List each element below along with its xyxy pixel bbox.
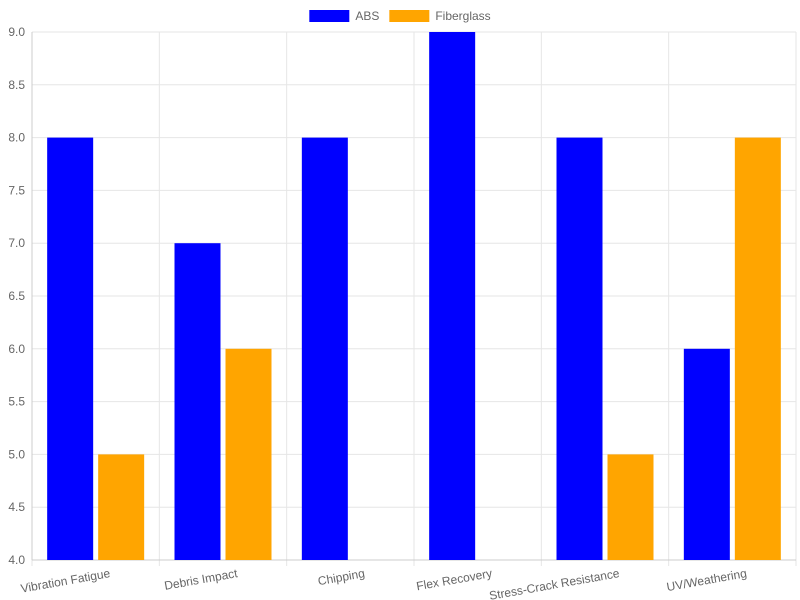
- y-tick-label: 8.5: [8, 78, 25, 92]
- bar-fiberglass-5[interactable]: [734, 137, 781, 560]
- x-tick-label: UV/Weathering: [665, 566, 747, 594]
- bar-fiberglass-1[interactable]: [225, 348, 272, 560]
- x-tick-label: Chipping: [317, 566, 366, 588]
- y-tick-label: 4.5: [8, 500, 25, 514]
- y-tick-label: 7.0: [8, 236, 25, 250]
- y-tick-label: 7.5: [8, 183, 25, 197]
- x-axis: Vibration Fatigue Debris Impact Chipping Fl…: [20, 566, 748, 600]
- legend-label: Fiberglass: [435, 9, 490, 23]
- x-tick-label: Stress-Crack Resistance: [488, 566, 621, 600]
- bar-abs-1[interactable]: [174, 243, 221, 560]
- bar-fiberglass-4[interactable]: [607, 454, 654, 560]
- bar-abs-2[interactable]: [301, 137, 348, 560]
- bar-abs-4[interactable]: [556, 137, 603, 560]
- y-tick-label: 8.0: [8, 131, 25, 145]
- bar-abs-0[interactable]: [47, 137, 94, 560]
- y-tick-label: 6.5: [8, 289, 25, 303]
- bar-abs-3[interactable]: [429, 32, 476, 560]
- y-axis: 4.0 4.5 5.0 5.5 6.0 6.5 7.0 7.5 8.0 8.5 9.0: [8, 25, 796, 567]
- legend-label: ABS: [355, 9, 379, 23]
- x-tick-label: Vibration Fatigue: [20, 566, 112, 596]
- y-tick-label: 5.0: [8, 447, 25, 461]
- y-tick-label: 5.5: [8, 395, 25, 409]
- legend-swatch: [389, 10, 430, 22]
- x-tick-label: Flex Recovery: [415, 566, 493, 593]
- legend-item-abs[interactable]: ABS: [309, 9, 379, 23]
- y-tick-label: 4.0: [8, 553, 25, 567]
- y-tick-label: 9.0: [8, 25, 25, 39]
- legend-item-fiberglass[interactable]: Fiberglass: [389, 9, 491, 23]
- y-tick-label: 6.0: [8, 342, 25, 356]
- bar-fiberglass-0[interactable]: [98, 454, 145, 560]
- legend-swatch: [309, 10, 350, 22]
- bar-abs-5[interactable]: [683, 348, 730, 560]
- grid: [31, 31, 797, 566]
- legend: ABS Fiberglass: [309, 9, 491, 23]
- x-tick-label: Debris Impact: [163, 566, 239, 593]
- bars: [47, 32, 781, 560]
